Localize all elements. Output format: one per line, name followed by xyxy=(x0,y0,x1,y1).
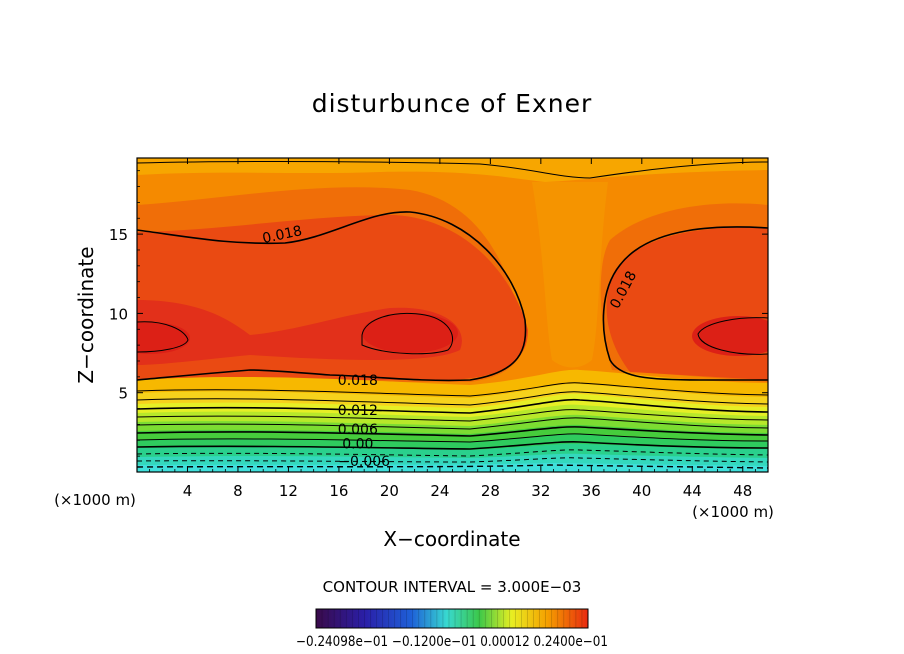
x-tick-label: 8 xyxy=(233,482,243,500)
y-tick-label: 15 xyxy=(109,226,128,244)
y-axis: 5 10 15 xyxy=(109,170,768,457)
contour-label: −0.006 xyxy=(338,454,390,470)
x-unit-left: (×1000 m) xyxy=(54,491,136,509)
x-axis-label: X−coordinate xyxy=(383,527,520,551)
x-tick-label: 36 xyxy=(582,482,601,500)
colorbar-ramp xyxy=(316,609,588,628)
x-tick-label: 40 xyxy=(632,482,651,500)
x-tick-label: 32 xyxy=(531,482,550,500)
contour-label: 0.006 xyxy=(338,422,378,438)
colorbar-stripes xyxy=(315,609,583,628)
x-tick-label: 20 xyxy=(380,482,399,500)
x-tick-label: 16 xyxy=(329,482,348,500)
x-tick-label: 12 xyxy=(279,482,298,500)
x-tick-label: 48 xyxy=(733,482,752,500)
contour-label: 0.012 xyxy=(338,403,378,419)
core-center xyxy=(362,313,458,353)
core-left-edge xyxy=(137,322,190,354)
x-tick-label: 4 xyxy=(183,482,193,500)
colorbar-frame xyxy=(315,608,589,629)
y-tick-label: 5 xyxy=(118,385,128,403)
contour-interval: CONTOUR INTERVAL = 3.000E−03 xyxy=(323,578,582,596)
colorbar-labels: −0.24098e−01 −0.1200e−01 0.00012 0.2400e… xyxy=(296,634,608,650)
x-unit-right: (×1000 m) xyxy=(692,503,774,521)
x-tick-label: 24 xyxy=(430,482,449,500)
contour-label: 0.00 xyxy=(342,436,373,452)
chart-title: disturbunce of Exner xyxy=(312,89,593,118)
contour-fill xyxy=(137,158,768,472)
y-tick-label: 10 xyxy=(109,305,128,323)
x-tick-label: 28 xyxy=(481,482,500,500)
x-axis: 4 8 12 16 20 24 28 32 36 40 44 48 xyxy=(149,158,756,500)
core-right xyxy=(692,316,768,356)
contour-lines xyxy=(137,160,768,469)
x-tick-label: 44 xyxy=(683,482,702,500)
colorbar: −0.24098e−01 −0.1200e−01 0.00012 0.2400e… xyxy=(296,608,608,650)
contour-label: 0.018 xyxy=(338,373,378,389)
band-column xyxy=(532,182,608,368)
y-axis-label: Z−coordinate xyxy=(74,246,98,383)
